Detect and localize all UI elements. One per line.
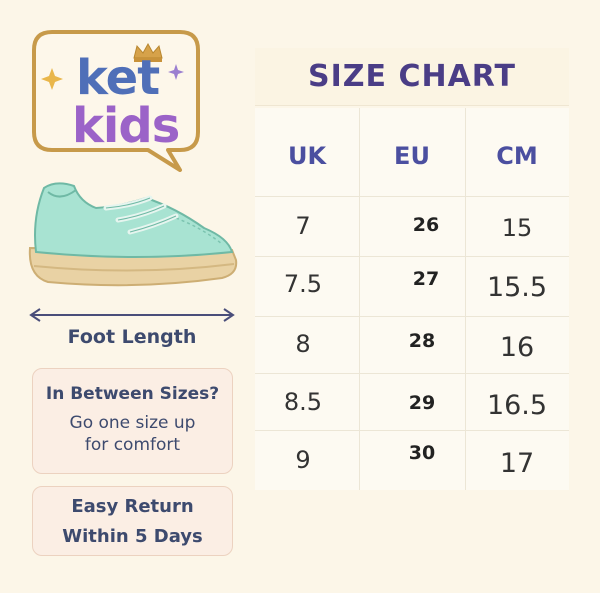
header-cm: CM <box>496 142 538 170</box>
cell-eu: 30 <box>408 442 436 464</box>
double-arrow-icon <box>29 308 235 322</box>
sparkle-icon <box>168 64 184 80</box>
header-eu: EU <box>394 142 430 170</box>
foot-length-label: Foot Length <box>67 326 197 348</box>
shoe-icon <box>28 182 238 287</box>
cell-uk: 7.5 <box>283 270 323 298</box>
row-divider <box>255 373 569 374</box>
header-uk: UK <box>287 142 327 170</box>
cell-cm: 15 <box>501 214 533 242</box>
size-chart-table: UK EU CM 7 26 15 7.5 27 15.5 8 28 16 8.5… <box>255 108 569 490</box>
cell-eu: 29 <box>408 392 436 414</box>
column-divider <box>465 108 466 490</box>
size-advice-line1: Go one size up <box>69 413 196 433</box>
cell-cm: 17 <box>499 448 535 479</box>
crown-icon <box>133 42 163 62</box>
cell-uk: 8.5 <box>283 388 323 416</box>
cell-uk: 9 <box>295 446 311 474</box>
cell-eu: 28 <box>408 330 436 352</box>
cell-uk: 8 <box>295 330 311 358</box>
easy-return-box: Easy Return Within 5 Days <box>32 486 233 556</box>
size-chart-header: SIZE CHART <box>255 48 569 106</box>
cell-eu: 27 <box>412 268 440 290</box>
cell-cm: 16.5 <box>486 390 548 421</box>
row-divider <box>255 316 569 317</box>
row-divider <box>255 430 569 431</box>
cell-eu: 26 <box>412 214 440 236</box>
in-between-sizes-question: In Between Sizes? <box>45 384 220 404</box>
in-between-sizes-box: In Between Sizes? Go one size up for com… <box>32 368 233 474</box>
logo-text-kids: kids <box>72 98 180 154</box>
sparkle-icon <box>41 68 63 90</box>
cell-uk: 7 <box>295 212 311 240</box>
row-divider <box>255 196 569 197</box>
column-divider <box>359 108 360 490</box>
speech-bubble-icon <box>32 30 200 172</box>
return-line2: Within 5 Days <box>62 526 203 547</box>
size-chart-title: SIZE CHART <box>307 59 517 94</box>
logo-text-ket: ket <box>76 50 160 106</box>
cell-cm: 15.5 <box>486 272 548 303</box>
cell-cm: 16 <box>499 332 535 363</box>
row-divider <box>255 256 569 257</box>
brand-logo: ket kids <box>30 24 208 176</box>
size-advice-line2: for comfort <box>84 435 181 455</box>
return-line1: Easy Return <box>71 496 194 517</box>
